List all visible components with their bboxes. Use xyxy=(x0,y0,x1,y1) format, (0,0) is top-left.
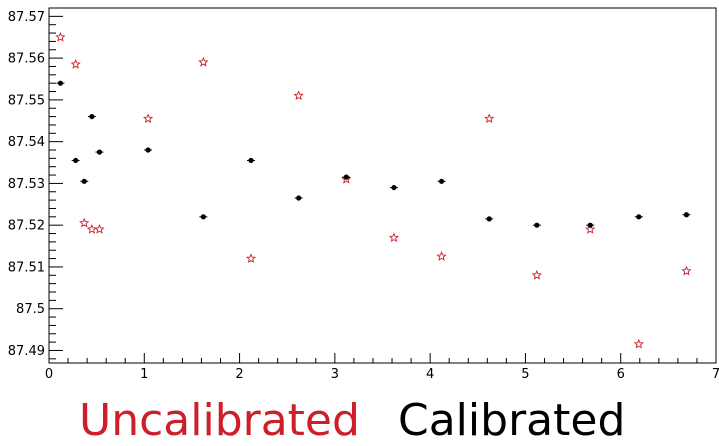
x-axis: 0 1 2 3 4 5 6 7 xyxy=(45,353,719,382)
series-calibrated xyxy=(56,80,691,228)
uncalibrated-point xyxy=(633,338,644,349)
y-tick-label: 87.52 xyxy=(8,219,45,234)
x-tick-label: 0 xyxy=(45,367,53,382)
calibrated-point xyxy=(57,80,64,86)
calibrated-point xyxy=(391,184,397,191)
y-axis: 87.49 87.5 87.51 87.52 87.53 87.54 87.55 87.56 8… xyxy=(8,7,63,360)
y-tick-label: 87.55 xyxy=(8,93,45,108)
calibrated-point xyxy=(81,178,87,184)
calibrated-point xyxy=(438,178,445,184)
y-tick-label: 87.51 xyxy=(8,260,45,275)
x-tick-label: 2 xyxy=(235,367,243,382)
uncalibrated-point xyxy=(585,223,596,234)
y-tick-label: 87.54 xyxy=(8,135,45,150)
calibrated-point xyxy=(343,174,349,180)
legend-calibrated: Calibrated xyxy=(398,395,626,446)
x-tick-label: 4 xyxy=(426,367,434,382)
plot-frame xyxy=(48,7,717,364)
x-tick-label: 6 xyxy=(617,367,625,382)
calibrated-point xyxy=(248,157,254,164)
calibrated-point xyxy=(73,157,79,164)
uncalibrated-point xyxy=(681,265,692,276)
uncalibrated-point xyxy=(436,251,447,261)
uncalibrated-point xyxy=(70,59,81,69)
y-tick-label: 87.53 xyxy=(8,177,45,192)
uncalibrated-point xyxy=(531,269,542,280)
calibrated-point xyxy=(145,147,151,153)
y-tick-label: 87.5 xyxy=(16,302,45,317)
x-tick-label: 1 xyxy=(140,367,148,382)
calibrated-point xyxy=(534,222,540,228)
uncalibrated-point xyxy=(245,253,257,263)
uncalibrated-point xyxy=(484,113,495,124)
x-tick-label: 3 xyxy=(331,367,339,382)
uncalibrated-point xyxy=(388,232,400,243)
x-tick-label: 7 xyxy=(712,367,719,382)
calibrated-point xyxy=(486,216,492,222)
uncalibrated-point xyxy=(142,113,154,124)
uncalibrated-point xyxy=(293,90,304,101)
calibrated-point xyxy=(89,113,95,120)
calibrated-point xyxy=(587,222,593,228)
uncalibrated-point xyxy=(55,31,66,42)
y-tick-label: 87.57 xyxy=(8,10,45,25)
x-tick-label: 5 xyxy=(521,367,529,382)
uncalibrated-point xyxy=(198,56,209,67)
series-uncalibrated xyxy=(55,31,692,349)
y-tick-label: 87.56 xyxy=(8,52,45,67)
y-tick-label: 87.49 xyxy=(8,344,45,359)
calibrated-point xyxy=(96,149,103,155)
calibrated-point xyxy=(683,212,690,218)
uncalibrated-point xyxy=(341,173,352,184)
uncalibrated-point xyxy=(79,217,90,228)
calibrated-point xyxy=(200,214,206,220)
calibrated-point xyxy=(636,214,642,220)
legend-uncalibrated: Uncalibrated xyxy=(79,395,360,446)
uncalibrated-point xyxy=(94,223,105,234)
calibrated-point xyxy=(296,195,302,201)
uncalibrated-point xyxy=(86,223,97,234)
